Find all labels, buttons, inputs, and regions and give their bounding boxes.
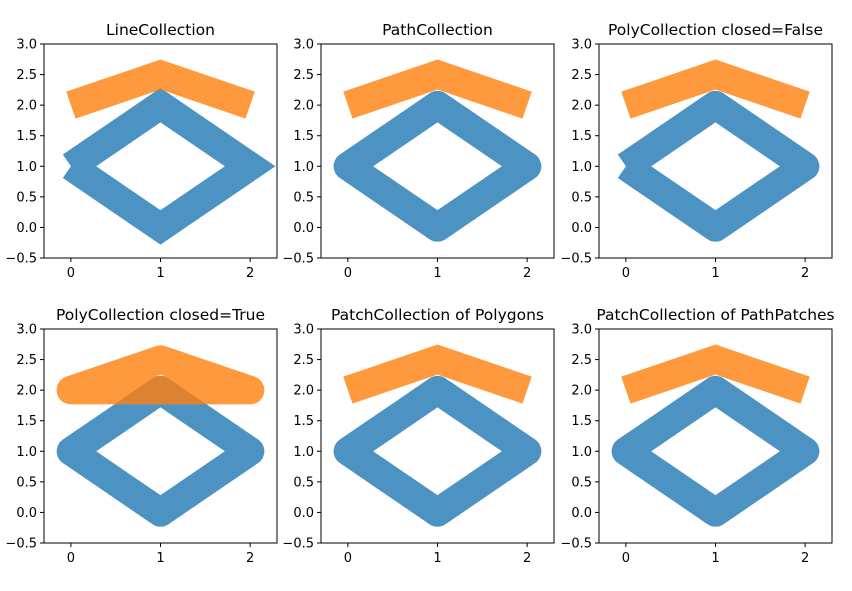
subplot-3: 0 1 2 −0.5 0.0 0.5 1.0 1.5 2.0 2.5 3.0 PolyCollecti… [560, 21, 833, 281]
subplot-5: 0 1 2 −0.5 0.0 0.5 1.0 1.5 2.0 2.5 3.0 PatchCollect… [282, 306, 555, 566]
y-tick-label: 0.0 [571, 221, 592, 236]
series-diamond [56, 375, 265, 527]
x-tick-label: 0 [344, 266, 352, 281]
x-tick-label: 2 [523, 551, 531, 566]
y-tick-label: −0.5 [560, 252, 592, 267]
subplot-1: 0 1 2 −0.5 0.0 0.5 1.0 1.5 2.0 2.5 3.0 LineCollecti… [5, 21, 278, 281]
y-tick-label: 2.0 [571, 99, 592, 114]
plot-area [617, 59, 820, 242]
x-tick-label: 1 [711, 551, 719, 566]
y-tick-label: −0.5 [560, 537, 592, 552]
x-tick-label: 0 [67, 266, 75, 281]
y-tick-label: 3.0 [571, 38, 592, 53]
series-chevron [621, 344, 810, 404]
y-tick-label: −0.5 [5, 252, 37, 267]
y-tick-label: 1.5 [16, 129, 37, 144]
subplot-6: 0 1 2 −0.5 0.0 0.5 1.0 1.5 2.0 2.5 3.0 PatchCollect… [560, 306, 834, 566]
y-tick-label: 3.0 [293, 323, 314, 338]
subplot-title: PolyCollection closed=False [608, 21, 823, 39]
y-tick-label: 2.5 [16, 68, 37, 83]
x-tick-label: 0 [622, 551, 630, 566]
plot-area [333, 344, 542, 527]
y-tick-label: 2.5 [571, 353, 592, 368]
y-tick-label: 0.0 [16, 221, 37, 236]
subplot-title: PatchCollection of Polygons [331, 306, 544, 324]
series-chevron [343, 59, 532, 119]
y-tick-label: −0.5 [282, 252, 314, 267]
series-diamond [62, 87, 276, 245]
y-tick-label: 0.0 [571, 506, 592, 521]
y-tick-label: 1.5 [293, 129, 314, 144]
subplot-title: PolyCollection closed=True [56, 306, 265, 324]
subplot-grid: 0 1 2 −0.5 0.0 0.5 1.0 1.5 2.0 2.5 3.0 LineCollecti… [5, 21, 834, 566]
y-tick-label: −0.5 [282, 537, 314, 552]
y-tick-label: 1.0 [293, 160, 314, 175]
series-chevron [621, 59, 810, 119]
y-tick-label: 1.0 [293, 445, 314, 460]
y-tick-label: 0.5 [16, 475, 37, 490]
y-tick-label: 1.0 [571, 445, 592, 460]
subplot-title: PathCollection [382, 21, 493, 39]
series-diamond [617, 90, 820, 242]
y-tick-label: 0.5 [571, 190, 592, 205]
y-tick-label: 0.0 [16, 506, 37, 521]
y-tick-label: 3.0 [16, 323, 37, 338]
y-tick-label: 2.0 [16, 99, 37, 114]
x-tick-label: 2 [801, 551, 809, 566]
subplot-title: LineCollection [106, 21, 215, 39]
y-tick-label: 2.5 [571, 68, 592, 83]
y-tick-label: 1.5 [293, 414, 314, 429]
y-tick-label: 3.0 [571, 323, 592, 338]
x-tick-label: 2 [246, 266, 254, 281]
y-tick-label: 0.5 [293, 190, 314, 205]
y-tick-label: 2.5 [293, 353, 314, 368]
y-tick-label: 2.0 [293, 99, 314, 114]
plot-area [611, 344, 820, 527]
series-chevron [343, 344, 532, 404]
y-tick-label: 2.0 [571, 384, 592, 399]
x-tick-label: 0 [344, 551, 352, 566]
series-chevron [56, 345, 265, 405]
y-tick-label: 0.5 [571, 475, 592, 490]
y-tick-label: 1.0 [571, 160, 592, 175]
plot-area [56, 345, 265, 527]
x-tick-label: 1 [156, 551, 164, 566]
x-tick-label: 1 [156, 266, 164, 281]
y-tick-label: −0.5 [5, 537, 37, 552]
x-tick-label: 2 [801, 266, 809, 281]
y-tick-label: 0.5 [16, 190, 37, 205]
subplot-2: 0 1 2 −0.5 0.0 0.5 1.0 1.5 2.0 2.5 3.0 PathCollecti… [282, 21, 555, 281]
x-tick-label: 1 [433, 551, 441, 566]
x-tick-label: 2 [523, 266, 531, 281]
y-tick-label: 1.5 [571, 129, 592, 144]
y-tick-label: 2.0 [16, 384, 37, 399]
x-tick-label: 0 [67, 551, 75, 566]
x-tick-label: 2 [246, 551, 254, 566]
x-tick-label: 1 [711, 266, 719, 281]
plot-area [333, 59, 542, 242]
y-tick-label: 1.5 [16, 414, 37, 429]
y-tick-label: 2.0 [293, 384, 314, 399]
plot-area [62, 59, 276, 245]
y-tick-label: 1.0 [16, 445, 37, 460]
x-tick-label: 0 [622, 266, 630, 281]
series-diamond [333, 90, 542, 242]
subplot-4: 0 1 2 −0.5 0.0 0.5 1.0 1.5 2.0 2.5 3.0 PolyCollecti… [5, 306, 278, 566]
y-tick-label: 3.0 [293, 38, 314, 53]
y-tick-label: 0.5 [293, 475, 314, 490]
y-tick-label: 0.0 [293, 221, 314, 236]
y-tick-label: 2.5 [16, 353, 37, 368]
x-tick-label: 1 [433, 266, 441, 281]
series-diamond [333, 375, 542, 527]
y-tick-label: 0.0 [293, 506, 314, 521]
y-tick-label: 1.5 [571, 414, 592, 429]
y-tick-label: 1.0 [16, 160, 37, 175]
subplot-title: PatchCollection of PathPatches [596, 306, 834, 324]
series-chevron [66, 59, 255, 119]
series-diamond [611, 375, 820, 527]
y-tick-label: 2.5 [293, 68, 314, 83]
y-tick-label: 3.0 [16, 38, 37, 53]
